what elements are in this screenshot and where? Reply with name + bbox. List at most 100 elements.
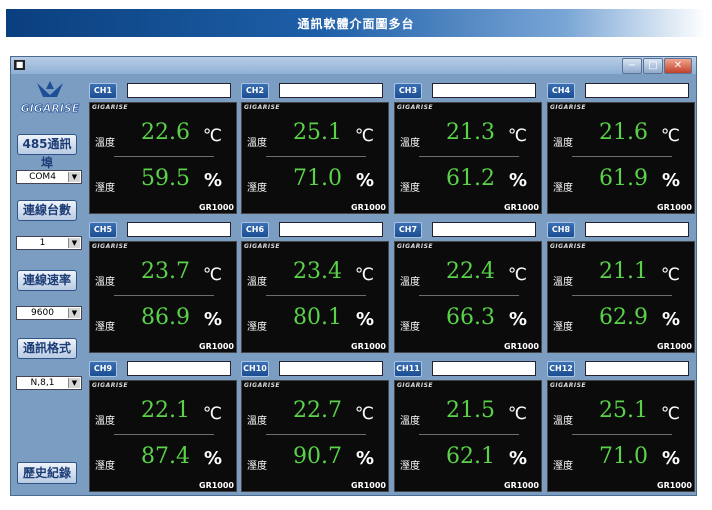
display-brand: GIGARISE [550,104,586,111]
channel-name-input[interactable] [585,83,689,98]
temperature-label: 溫度 [95,138,115,149]
display-brand: GIGARISE [244,243,280,250]
channel-card-ch7: CH7 GIGARISE 溫度 22.4 ℃ 溼度 66.3 % GR1000 [393,220,543,353]
channel-display: GIGARISE 溫度 23.4 ℃ 溼度 80.1 % GR1000 [241,241,389,353]
humidity-value: 71.0 [293,166,342,191]
channel-label[interactable]: CH10 [241,361,269,377]
channel-header: CH6 [240,220,390,240]
history-button[interactable]: 歷史紀錄 [17,462,77,484]
channel-name-input[interactable] [585,361,689,376]
divider [114,295,214,296]
channel-header: CH4 [546,81,696,101]
chevron-down-icon[interactable]: ▼ [68,238,80,248]
display-brand: GIGARISE [244,104,280,111]
channel-label[interactable]: CH6 [241,222,269,238]
percent-unit: % [661,448,680,469]
device-count-select[interactable]: 1 ▼ [16,236,82,250]
channel-label[interactable]: CH11 [394,361,422,377]
humidity-label: 溼度 [95,183,115,194]
comm-port-select[interactable]: COM4 ▼ [16,170,82,184]
close-button[interactable]: ✕ [664,58,692,74]
channel-name-input[interactable] [127,83,231,98]
comm-format-select[interactable]: N,8,1 ▼ [16,376,82,390]
channel-label[interactable]: CH8 [547,222,575,238]
humidity-value: 87.4 [141,444,190,469]
channel-name-input[interactable] [432,361,536,376]
temperature-value: 22.6 [141,120,190,145]
channel-label[interactable]: CH7 [394,222,422,238]
percent-unit: % [661,309,680,330]
channel-name-input[interactable] [279,222,383,237]
minimize-button[interactable]: − [622,58,642,74]
channel-label[interactable]: CH1 [89,83,117,99]
temperature-label: 溫度 [247,138,267,149]
divider [419,295,519,296]
temperature-label: 溫度 [400,277,420,288]
celsius-unit: ℃ [660,126,680,146]
channel-label[interactable]: CH2 [241,83,269,99]
humidity-value: 59.5 [141,166,190,191]
channel-name-input[interactable] [127,222,231,237]
channel-card-ch11: CH11 GIGARISE 溫度 21.5 ℃ 溼度 62.1 % GR1000 [393,359,543,492]
temperature-value: 21.5 [446,398,495,423]
temperature-value: 21.6 [599,120,648,145]
comm-format-button[interactable]: 通訊格式 [17,338,77,359]
comm-format-value: N,8,1 [30,378,55,388]
channel-label[interactable]: CH12 [547,361,575,377]
app-icon: ■ [14,60,25,70]
channel-label[interactable]: CH5 [89,222,117,238]
channel-label[interactable]: CH9 [89,361,117,377]
channel-name-input[interactable] [432,83,536,98]
temperature-value: 21.3 [446,120,495,145]
model-label: GR1000 [657,203,692,212]
temperature-label: 溫度 [247,277,267,288]
percent-unit: % [661,170,680,191]
model-label: GR1000 [351,481,386,490]
channel-name-input[interactable] [432,222,536,237]
banner-title: 通訊軟體介面圖多台 [297,17,415,31]
channel-header: CH7 [393,220,543,240]
display-brand: GIGARISE [397,243,433,250]
celsius-unit: ℃ [660,265,680,285]
humidity-value: 66.3 [446,305,495,330]
channel-name-input[interactable] [279,361,383,376]
channel-name-input[interactable] [279,83,383,98]
channel-name-input[interactable] [127,361,231,376]
channel-label[interactable]: CH4 [547,83,575,99]
display-brand: GIGARISE [397,382,433,389]
channel-header: CH11 [393,359,543,379]
channel-display: GIGARISE 溫度 23.7 ℃ 溼度 86.9 % GR1000 [89,241,237,353]
model-label: GR1000 [657,342,692,351]
baud-rate-button[interactable]: 連線速率 [17,270,77,291]
channel-label[interactable]: CH3 [394,83,422,99]
comm-port-button[interactable]: 485通訊埠 [17,134,77,170]
temperature-value: 22.7 [293,398,342,423]
chevron-down-icon[interactable]: ▼ [68,308,80,318]
chevron-down-icon[interactable]: ▼ [68,378,80,388]
baud-rate-select[interactable]: 9600 ▼ [16,306,82,320]
divider [572,434,672,435]
humidity-label: 溼度 [95,322,115,333]
baud-rate-value: 9600 [31,308,54,318]
divider [572,156,672,157]
temperature-label: 溫度 [95,416,115,427]
display-brand: GIGARISE [550,243,586,250]
window-controls: − □ ✕ [622,58,692,74]
celsius-unit: ℃ [202,404,222,424]
channel-header: CH12 [546,359,696,379]
maximize-button[interactable]: □ [643,58,663,74]
gigarise-logo: GIGARISE [20,81,80,115]
channel-header: CH1 [88,81,238,101]
temperature-value: 23.7 [141,259,190,284]
divider [114,434,214,435]
channel-name-input[interactable] [585,222,689,237]
percent-unit: % [508,170,527,191]
channel-header: CH3 [393,81,543,101]
divider [572,295,672,296]
client-area: GIGARISE 485通訊埠 COM4 ▼ 連線台數 1 ▼ 連線速率 960… [11,74,696,495]
app-window: ■ − □ ✕ GIGARISE 485通訊埠 COM4 ▼ 連線台數 1 ▼ [10,56,697,496]
device-count-button[interactable]: 連線台數 [17,200,77,221]
humidity-label: 溼度 [95,461,115,472]
chevron-down-icon[interactable]: ▼ [68,172,80,182]
divider [419,434,519,435]
